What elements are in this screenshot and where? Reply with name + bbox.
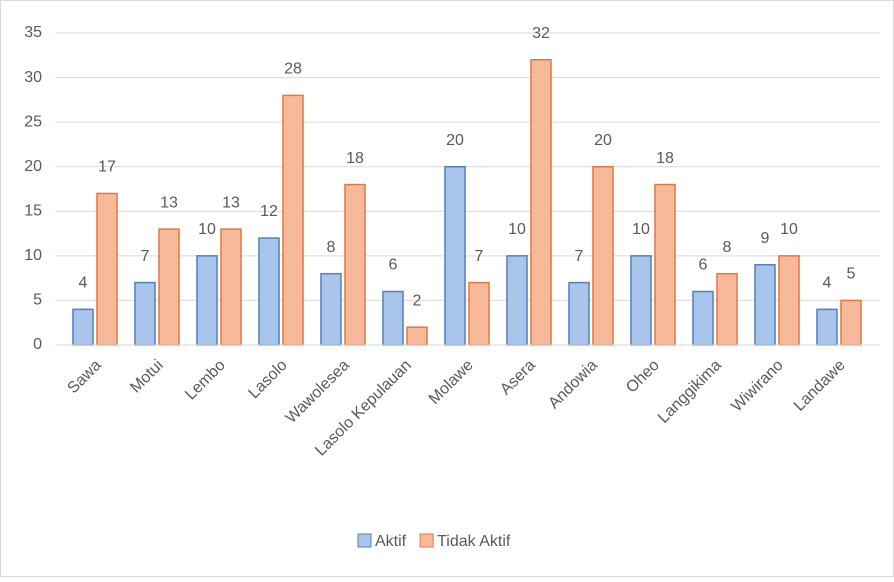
value-label: 20 <box>594 132 612 149</box>
value-label: 17 <box>98 159 116 176</box>
bar <box>592 165 614 346</box>
value-label: 6 <box>699 257 708 274</box>
y-tick-label: 20 <box>24 158 42 175</box>
value-label: 4 <box>823 275 832 292</box>
value-label: 10 <box>198 221 216 238</box>
bar <box>382 290 404 346</box>
bar <box>258 237 280 346</box>
bar <box>196 255 218 346</box>
value-label: 18 <box>656 150 674 167</box>
legend-swatch <box>419 533 434 548</box>
y-tick-label: 15 <box>24 203 42 220</box>
value-label: 10 <box>632 221 650 238</box>
value-label: 8 <box>327 239 336 256</box>
bar <box>630 255 652 346</box>
y-tick-label: 25 <box>24 113 42 130</box>
bar <box>96 192 118 346</box>
bar <box>816 308 838 346</box>
bar <box>444 165 466 346</box>
value-label: 7 <box>141 248 150 265</box>
bar <box>220 228 242 346</box>
bar <box>72 308 94 346</box>
y-tick-label: 10 <box>24 247 42 264</box>
bar <box>406 326 428 346</box>
value-label: 7 <box>475 248 484 265</box>
value-label: 2 <box>413 292 422 309</box>
value-label: 13 <box>160 194 178 211</box>
legend-swatch <box>357 533 372 548</box>
value-label: 7 <box>575 248 584 265</box>
bar <box>754 264 776 346</box>
bar <box>654 183 676 346</box>
bar <box>320 272 342 346</box>
value-label: 6 <box>389 257 398 274</box>
value-label: 18 <box>346 150 364 167</box>
bar <box>778 255 800 346</box>
bar <box>568 281 590 346</box>
bar <box>840 299 862 346</box>
value-label: 28 <box>284 61 302 78</box>
value-label: 20 <box>446 132 464 149</box>
y-tick-label: 0 <box>33 336 42 353</box>
legend-label: Aktif <box>375 533 407 550</box>
bar <box>158 228 180 346</box>
bar <box>468 281 490 346</box>
value-label: 5 <box>847 266 856 283</box>
value-label: 9 <box>761 230 770 247</box>
value-label: 32 <box>532 25 550 42</box>
value-label: 12 <box>260 203 278 220</box>
bar <box>506 255 528 346</box>
y-tick-label: 5 <box>33 292 42 309</box>
value-label: 8 <box>723 239 732 256</box>
bar <box>530 58 552 346</box>
y-tick-label: 30 <box>24 69 42 86</box>
legend-label: Tidak Aktif <box>437 533 511 550</box>
value-label: 4 <box>79 275 88 292</box>
bar <box>692 290 714 346</box>
bar <box>344 183 366 346</box>
bar <box>134 281 156 346</box>
value-label: 10 <box>508 221 526 238</box>
y-tick-label: 35 <box>24 24 42 41</box>
value-label: 13 <box>222 194 240 211</box>
bar <box>716 272 738 346</box>
bar <box>282 94 304 346</box>
value-label: 10 <box>780 221 798 238</box>
